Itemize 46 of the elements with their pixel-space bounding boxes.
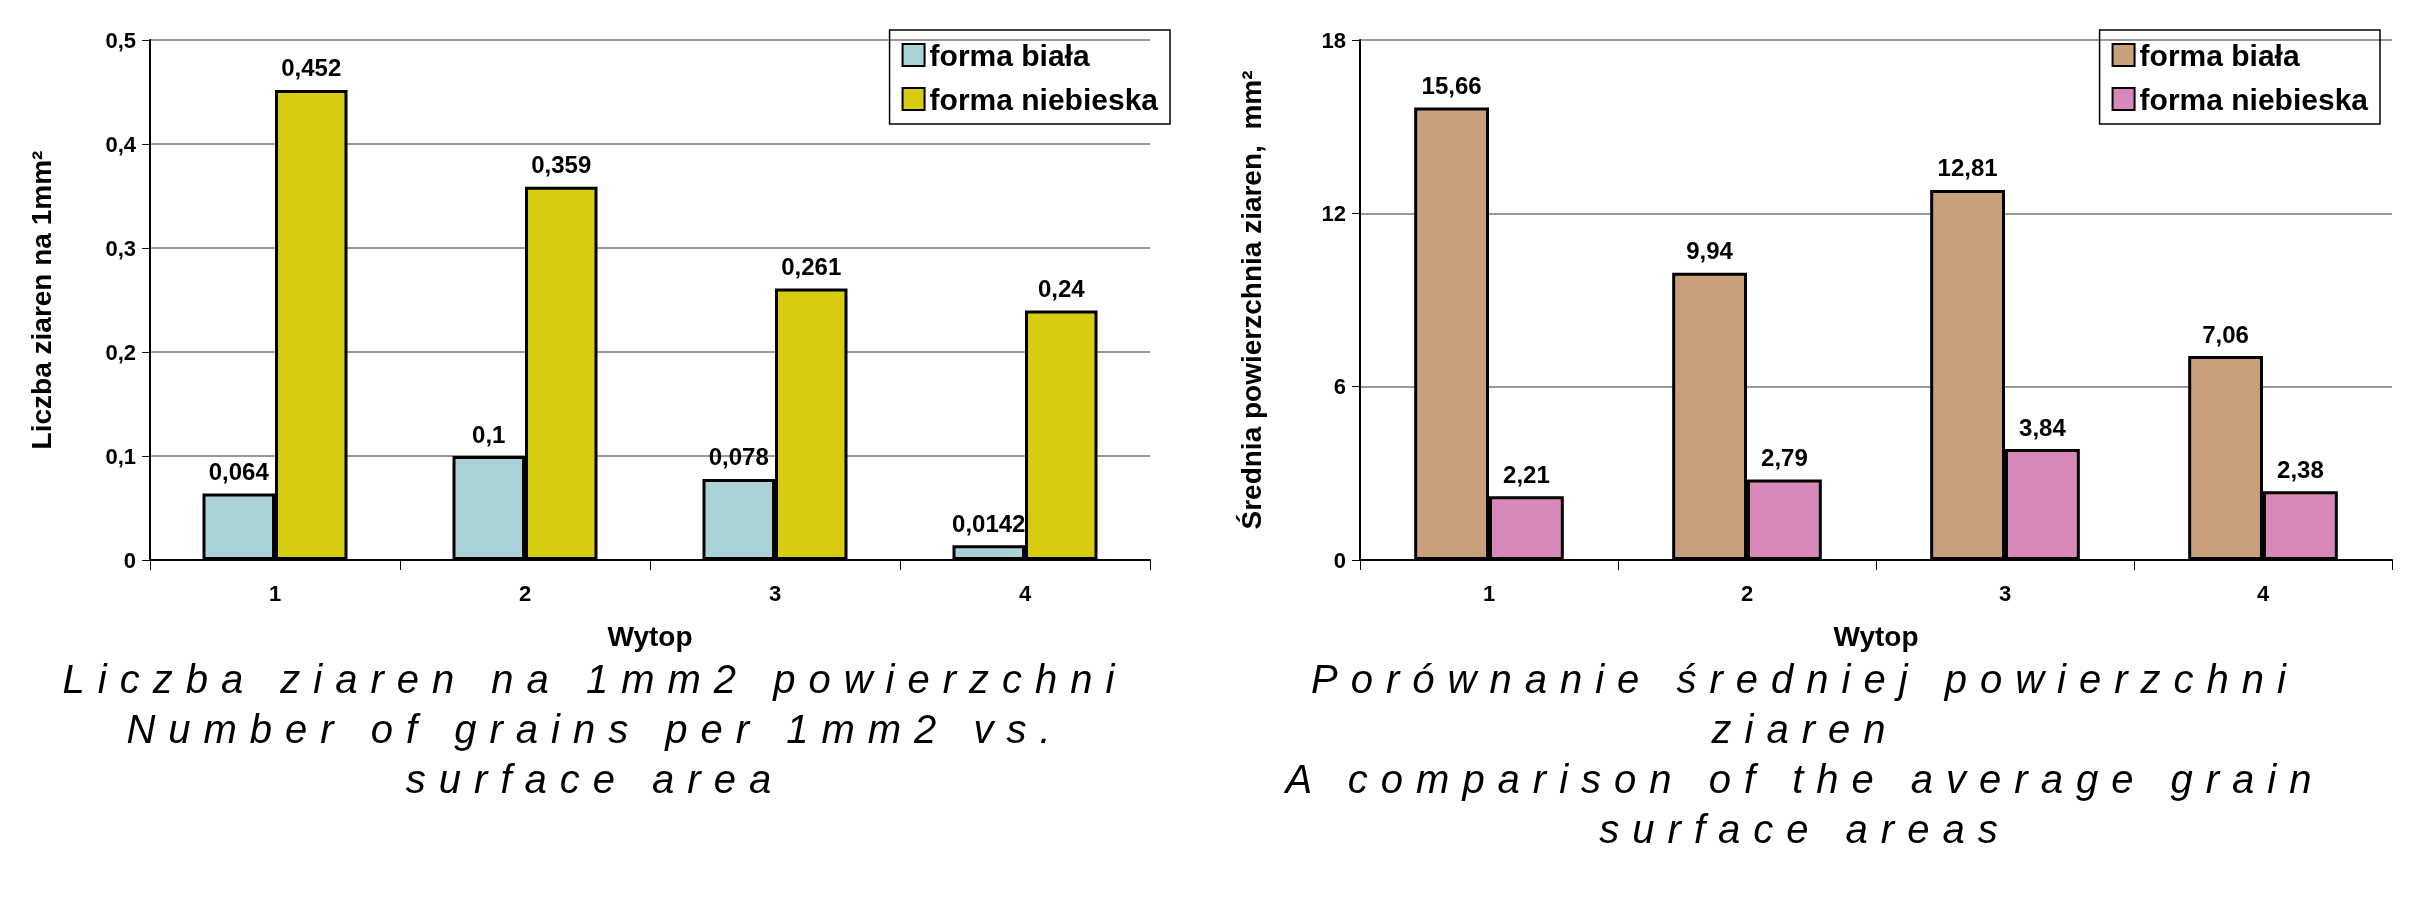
x-tick-label: 1 (268, 580, 282, 606)
data-label: 0,24 (1037, 274, 1086, 302)
y-tick-label: 18 (1321, 27, 1346, 53)
x-tick-label: 2 (1740, 580, 1754, 606)
y-axis-title: Średnia powierzchnia ziaren, mm² (1235, 70, 1267, 530)
data-label: 0,261 (781, 253, 842, 281)
data-label: 2,38 (2277, 455, 2324, 483)
y-tick-label: 0,3 (105, 235, 136, 261)
legend-label: forma biała (929, 38, 1090, 72)
y-tick-label: 0 (123, 547, 136, 573)
x-axis-title: Wytop (1833, 620, 1919, 652)
y-tick-label: 0,2 (105, 339, 136, 365)
data-label: 0,064 (208, 457, 270, 485)
data-label: 9,94 (1686, 237, 1734, 265)
legend-label: forma niebieska (2139, 82, 2369, 116)
y-tick-label: 6 (1333, 374, 1346, 400)
text: Liczba ziaren na 1mm2 powierzchni (61, 656, 1129, 703)
data-label: 12,81 (1937, 154, 1998, 182)
text: Number of grains per 1mm2 vs. surface area (125, 706, 1065, 803)
y-tick-label: 0 (1333, 547, 1346, 573)
y-tick-label: 0,5 (105, 27, 136, 53)
data-label: 0,452 (281, 54, 342, 82)
data-label: 0,0142 (952, 509, 1026, 537)
x-tick-label: 3 (1998, 580, 2012, 606)
data-label: 0,1 (472, 420, 506, 448)
legend-label: forma biała (2139, 38, 2300, 72)
data-label: 2,21 (1503, 460, 1550, 488)
y-tick-label: 0,1 (105, 443, 136, 469)
text: A comparison of the average grain surface areas (1282, 756, 2326, 853)
data-label: 15,66 (1421, 72, 1482, 100)
x-tick-label: 2 (518, 580, 532, 606)
y-axis-title: Liczba ziaren na 1mm² (25, 150, 57, 450)
text: Porównanie średniej powierzchni ziaren (1310, 656, 2300, 753)
data-label: 2,79 (1761, 443, 1808, 471)
legend-label: forma niebieska (929, 82, 1159, 116)
x-tick-label: 1 (1482, 580, 1496, 606)
x-tick-label: 4 (1018, 580, 1032, 606)
x-tick-label: 4 (2256, 580, 2270, 606)
y-tick-label: 0,4 (105, 131, 137, 157)
data-label: 3,84 (2019, 413, 2067, 441)
data-label: 0,359 (531, 151, 592, 179)
data-label: 0,078 (708, 443, 769, 471)
x-axis-title: Wytop (607, 620, 693, 652)
data-label: 7,06 (2202, 320, 2249, 348)
y-tick-label: 12 (1321, 200, 1346, 226)
x-tick-label: 3 (768, 580, 782, 606)
